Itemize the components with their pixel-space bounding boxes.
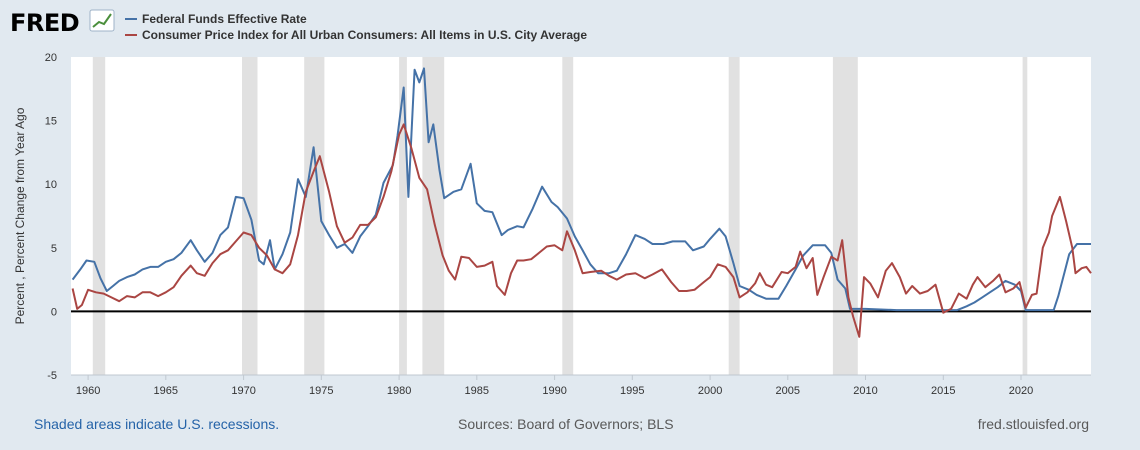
plot-area xyxy=(71,57,1091,375)
x-axis-ticks: 1960 1965 1970 1975 1980 1985 1990 1995 2000 2005… xyxy=(71,374,1091,397)
recession-band xyxy=(562,57,574,375)
y-tick-label: 20 xyxy=(45,52,57,64)
recession-band xyxy=(728,57,740,375)
x-tick-label: 2020 xyxy=(1009,385,1033,397)
x-tick-label: 2005 xyxy=(776,385,800,397)
x-tick-label: 1995 xyxy=(620,385,644,397)
y-axis-ticks: 20 15 10 5 0 -5 xyxy=(45,52,1091,382)
recession-band xyxy=(1022,57,1028,375)
fred-logo-trend-line xyxy=(92,13,112,28)
legend-label-fed-funds: Federal Funds Effective Rate xyxy=(142,12,307,26)
x-tick-label: 1970 xyxy=(231,385,255,397)
x-tick-label: 1965 xyxy=(154,385,178,397)
x-tick-label: 2015 xyxy=(931,385,955,397)
series-line-fed-funds xyxy=(71,67,1091,312)
fred-logo-text: FRED xyxy=(10,9,79,37)
x-tick-label: 2000 xyxy=(698,385,722,397)
fred-logo-chart-icon xyxy=(89,9,115,32)
legend: Federal Funds Effective Rate Consumer Pr… xyxy=(125,12,587,42)
recession-note: Shaded areas indicate U.S. recessions. xyxy=(34,416,280,432)
recession-band xyxy=(832,57,858,375)
recession-bands xyxy=(92,57,1028,375)
recession-band xyxy=(92,57,106,375)
y-axis-label: Percent , Percent Change from Year Ago xyxy=(13,107,27,324)
x-tick-label: 1975 xyxy=(309,385,333,397)
series-line-cpi xyxy=(71,123,1092,338)
fred-logo[interactable]: FRED xyxy=(10,9,115,37)
y-tick-label: -5 xyxy=(47,370,57,382)
y-tick-label: 5 xyxy=(51,243,57,255)
sources-text: Sources: Board of Governors; BLS xyxy=(458,416,674,432)
y-tick-label: 10 xyxy=(45,179,57,191)
x-tick-label: 1980 xyxy=(387,385,411,397)
fred-url-link[interactable]: fred.stlouisfed.org xyxy=(977,416,1089,432)
x-tick-label: 1990 xyxy=(542,385,566,397)
y-tick-label: 0 xyxy=(51,306,57,318)
x-tick-label: 1985 xyxy=(465,385,489,397)
recession-band xyxy=(304,57,325,375)
y-tick-label: 15 xyxy=(45,116,57,128)
x-tick-label: 1960 xyxy=(76,385,100,397)
series-lines xyxy=(71,67,1092,338)
recession-band xyxy=(399,57,407,375)
x-tick-label: 2010 xyxy=(853,385,877,397)
legend-label-cpi: Consumer Price Index for All Urban Consu… xyxy=(142,28,587,42)
